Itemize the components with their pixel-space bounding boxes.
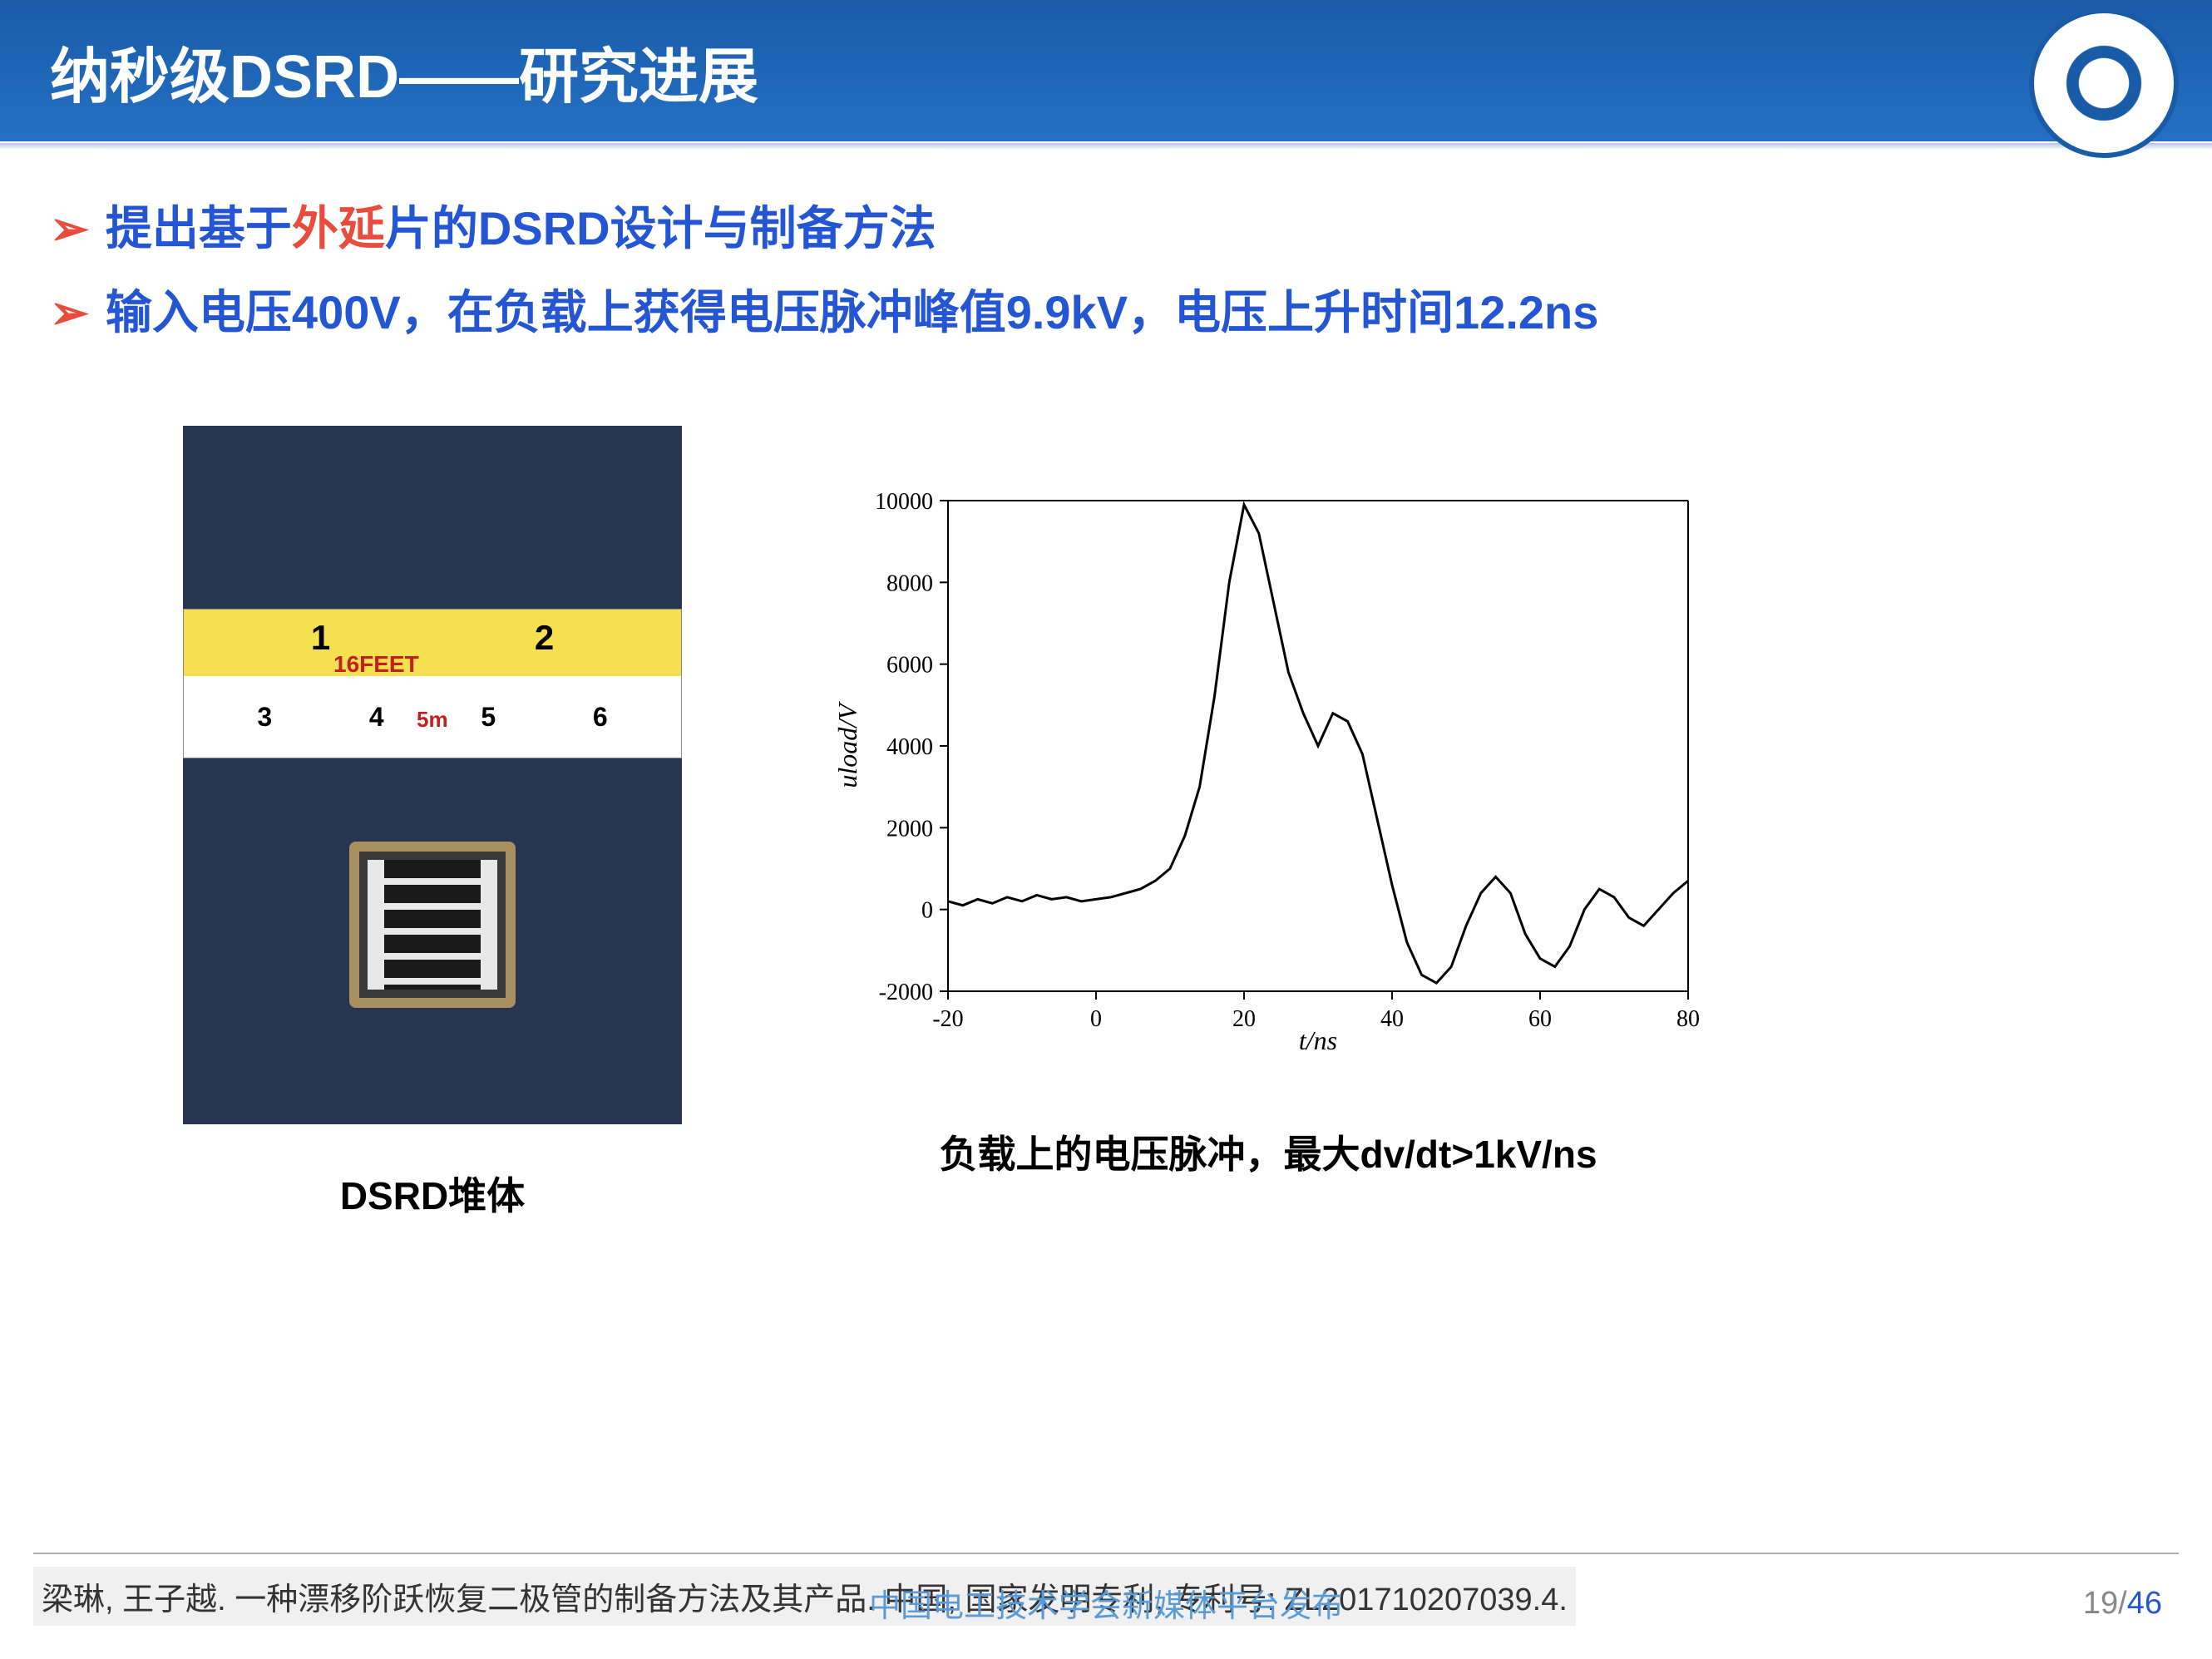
page-number: 19/46	[2083, 1586, 2162, 1622]
university-logo	[2029, 8, 2179, 158]
ruler-mark: 2	[535, 618, 554, 668]
divider	[0, 143, 2212, 150]
citation: 梁琳, 王子越. 一种漂移阶跃恢复二极管的制备方法及其产品. 中国, 国家发明专…	[33, 1567, 1576, 1626]
content-area: ➢ 提出基于外延片的DSRD设计与制备方法 ➢ 输入电压400V，在负载上获得电…	[0, 150, 2212, 1262]
ruler-mark: 5	[481, 702, 496, 733]
chart-figure: -20 0 20 40 60 80 -2000 0 2000 4000 6000 8000 10000 t…	[832, 426, 1705, 1221]
svg-text:6000: 6000	[886, 653, 933, 679]
chevron-right-icon: ➢	[50, 201, 89, 256]
footer: 梁琳, 王子越. 一种漂移阶跃恢复二极管的制备方法及其产品. 中国, 国家发明专…	[0, 1553, 2212, 1626]
dsrd-photo: 1 2 16FEET 3 4 5 6 5m	[183, 426, 682, 1124]
title-bar: 纳秒级DSRD——研究进展	[0, 0, 2212, 141]
ruler: 1 2 16FEET 3 4 5 6 5m	[183, 609, 682, 758]
svg-text:10000: 10000	[875, 489, 933, 515]
svg-text:-2000: -2000	[879, 980, 933, 1005]
bullet-prefix: 提出基于	[106, 202, 292, 254]
page-total: 46	[2127, 1586, 2162, 1621]
svg-text:60: 60	[1528, 1006, 1552, 1032]
ruler-label: 16FEET	[333, 651, 419, 678]
svg-text:2000: 2000	[886, 816, 933, 842]
bullet-text-1: 提出基于外延片的DSRD设计与制备方法	[106, 191, 936, 259]
svg-text:80: 80	[1676, 1006, 1700, 1032]
pulse-chart-svg: -20 0 20 40 60 80 -2000 0 2000 4000 6000 8000 10000 t…	[832, 476, 1705, 1058]
figures-row: 1 2 16FEET 3 4 5 6 5m DSRD堆体	[50, 426, 2162, 1221]
svg-text:0: 0	[1090, 1006, 1102, 1032]
ruler-mark: 1	[311, 618, 330, 668]
dsrd-device	[349, 842, 516, 1008]
svg-text:4000: 4000	[886, 734, 933, 760]
chart-plot: -20 0 20 40 60 80 -2000 0 2000 4000 6000 8000 10000 t…	[832, 476, 1705, 1058]
bullet-1: ➢ 提出基于外延片的DSRD设计与制备方法	[50, 191, 2162, 259]
svg-text:t/ns: t/ns	[1299, 1025, 1337, 1055]
svg-text:0: 0	[921, 898, 933, 924]
footer-divider	[33, 1553, 2179, 1554]
photo-figure: 1 2 16FEET 3 4 5 6 5m DSRD堆体	[183, 426, 682, 1221]
ruler-mark: 4	[369, 702, 384, 733]
bullet-highlight: 外延	[292, 202, 385, 254]
chevron-right-icon: ➢	[50, 285, 89, 340]
svg-text:20: 20	[1232, 1006, 1256, 1032]
chart-caption: 负载上的电压脉冲，最大dv/dt>1kV/ns	[832, 1124, 1705, 1179]
svg-text:40: 40	[1380, 1006, 1404, 1032]
photo-caption: DSRD堆体	[183, 1166, 682, 1221]
ruler-scale-top: 1 2	[184, 610, 681, 676]
bullet-2: ➢ 输入电压400V，在负载上获得电压脉冲峰值9.9kV，电压上升时间12.2n…	[50, 275, 2162, 343]
ruler-mark: 6	[593, 702, 608, 733]
page-title: 纳秒级DSRD——研究进展	[50, 27, 758, 115]
svg-text:uload/V: uload/V	[832, 701, 862, 788]
svg-text:-20: -20	[932, 1006, 963, 1032]
ruler-mark: 3	[257, 702, 272, 733]
watermark: 中国电工技术学会新媒体平台发布	[869, 1580, 1343, 1626]
ruler-label-2: 5m	[417, 707, 448, 733]
page-current: 19	[2083, 1586, 2118, 1621]
svg-text:8000: 8000	[886, 570, 933, 596]
bullet-text-2: 输入电压400V，在负载上获得电压脉冲峰值9.9kV，电压上升时间12.2ns	[106, 275, 1598, 343]
bullet-suffix: 片的DSRD设计与制备方法	[385, 202, 936, 254]
